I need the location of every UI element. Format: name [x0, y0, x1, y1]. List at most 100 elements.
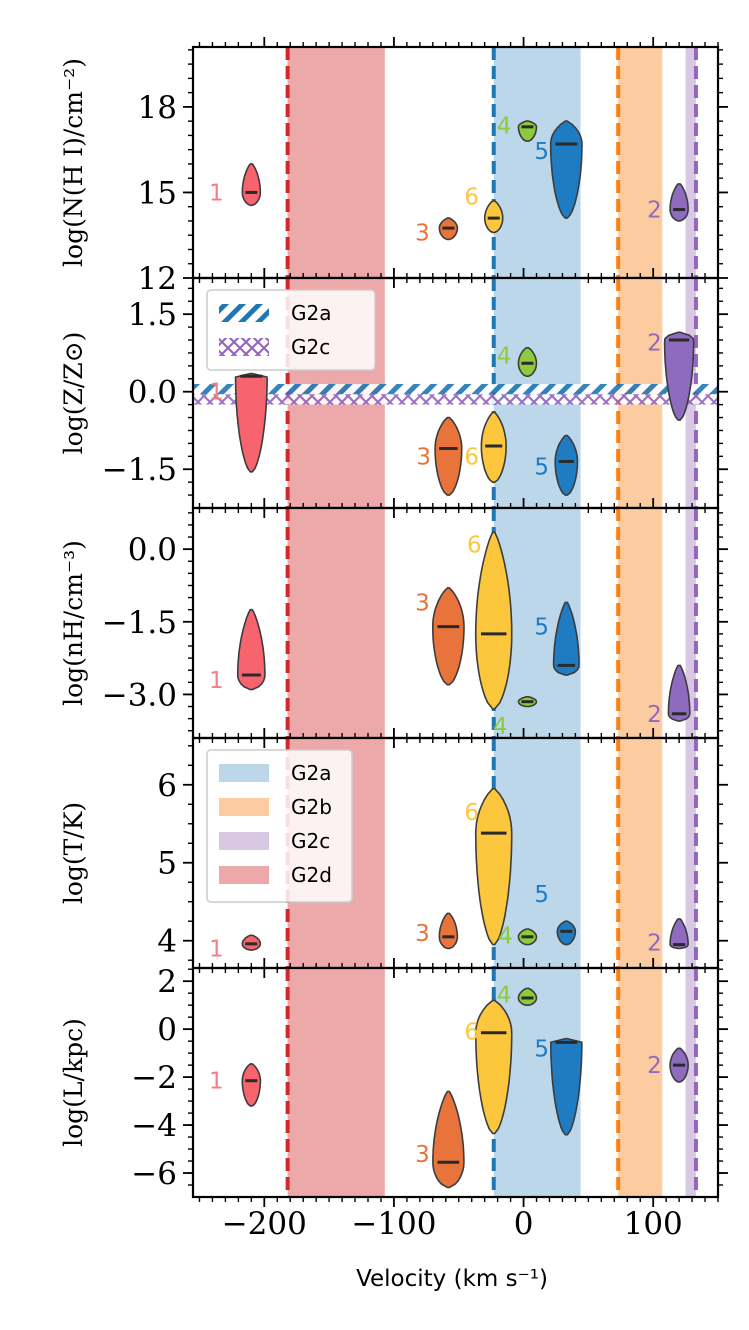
component-label-4: 4	[497, 113, 512, 139]
x-tick-label: 0	[514, 1206, 534, 1242]
y-tick-label: 0.0	[128, 375, 177, 411]
legend-swatch-g2a	[219, 304, 269, 322]
component-label-2: 2	[647, 331, 662, 357]
y-tick-label: −4	[131, 1108, 177, 1144]
legend-box	[206, 749, 353, 903]
y-tick-label: −1.5	[102, 605, 177, 641]
component-label-6: 6	[464, 1020, 479, 1046]
violin-1	[236, 608, 266, 691]
violin-5	[554, 434, 579, 496]
x-tick-label: 100	[624, 1206, 683, 1242]
component-label-2: 2	[647, 930, 662, 956]
panel-1: 1 3 6 45 2 12 15 18 log(N(H I)/cm⁻²)	[59, 37, 728, 297]
y-axis-label: log(N(H I)/cm⁻²)	[59, 58, 88, 267]
violin-2	[669, 183, 689, 222]
group-band-g2b	[618, 47, 663, 278]
component-label-5: 5	[534, 882, 549, 908]
violin-1	[241, 163, 262, 207]
y-tick-label: −2	[131, 1060, 177, 1096]
panel-frame	[191, 966, 720, 1199]
x-tick-label: −100	[351, 1206, 436, 1242]
panel-3: 1 3 6 4 5 2 −3.0 −1.5 0.0 log(nH/cm⁻³)	[59, 498, 728, 748]
legend-swatch-g2c	[219, 338, 269, 356]
violin-3	[432, 1090, 465, 1189]
band-g2c	[193, 394, 718, 405]
group-band-g2b	[618, 508, 663, 738]
violin-5	[549, 1037, 583, 1136]
violin-2	[667, 664, 691, 722]
violin-3	[438, 912, 459, 950]
violin-6	[474, 531, 513, 710]
group-band-g2d	[287, 508, 385, 738]
component-label-3: 3	[416, 444, 431, 470]
component-label-2: 2	[647, 702, 662, 728]
x-tick-label: −200	[222, 1206, 307, 1242]
y-tick-label: 4	[157, 924, 177, 960]
legend-swatch-g2a	[219, 764, 269, 782]
legend-label-g2a: G2a	[291, 761, 331, 785]
component-label-5: 5	[534, 139, 549, 165]
band-g2a	[193, 383, 718, 395]
legend-swatch-g2b	[219, 798, 269, 816]
component-label-1: 1	[209, 380, 224, 406]
y-tick-label: 0.0	[128, 532, 177, 568]
violin-2	[669, 918, 689, 950]
component-label-4: 4	[497, 344, 512, 370]
y-tick-label: 5	[157, 846, 177, 882]
component-label-1: 1	[209, 937, 224, 963]
violin-6	[474, 787, 513, 946]
component-label-5: 5	[534, 1036, 549, 1062]
group-band-g2b	[618, 738, 663, 968]
component-label-2: 2	[647, 198, 662, 224]
component-label-1: 1	[209, 180, 224, 206]
violin-2	[663, 331, 695, 421]
violin-3	[432, 587, 465, 686]
component-label-3: 3	[415, 921, 430, 947]
group-band-g2c	[685, 968, 696, 1197]
component-label-3: 3	[415, 1142, 430, 1168]
component-label-4: 4	[493, 714, 508, 740]
group-band-g2c	[685, 508, 696, 738]
component-label-6: 6	[464, 185, 479, 211]
violin-5	[556, 920, 577, 946]
legend-label-g2a: G2a	[291, 301, 331, 325]
y-tick-label: 1.5	[128, 297, 177, 333]
y-tick-label: 0	[157, 1012, 177, 1048]
y-tick-label: −6	[131, 1156, 177, 1192]
component-label-3: 3	[415, 590, 430, 616]
y-tick-label: 6	[157, 768, 177, 804]
group-band-g2b	[618, 968, 663, 1197]
component-label-5: 5	[534, 615, 549, 641]
component-label-2: 2	[647, 1053, 662, 1079]
component-label-4: 4	[498, 923, 513, 949]
legend: G2a G2b G2c G2d	[206, 749, 353, 903]
panel-5: 1 3 64 5 2 −6 −4 −2 0 2 log(L/kpc)	[59, 958, 728, 1207]
y-tick-label: −1.5	[102, 452, 177, 488]
x-axis-label: Velocity (km s⁻¹)	[356, 1266, 548, 1292]
legend-label-g2d: G2d	[291, 863, 332, 887]
legend-label-g2c: G2c	[291, 829, 330, 853]
component-label-6: 6	[464, 800, 479, 826]
legend-label-g2b: G2b	[291, 795, 332, 819]
y-tick-label: −3.0	[102, 677, 177, 713]
y-tick-label: 2	[157, 964, 177, 1000]
y-axis-label: log(T/K)	[59, 802, 88, 904]
group-band-g2d	[287, 47, 385, 278]
group-band-g2d	[287, 968, 385, 1197]
y-axis-label: log(L/kpc)	[59, 1018, 88, 1147]
violin-3	[434, 416, 463, 496]
component-label-1: 1	[209, 668, 224, 694]
violin-1	[241, 1063, 262, 1107]
y-axis-label: log(nH/cm⁻³)	[59, 540, 88, 706]
component-label-4: 4	[497, 982, 512, 1008]
legend-label-g2c: G2c	[291, 335, 330, 359]
violin-1	[234, 372, 268, 473]
component-label-6: 6	[467, 532, 482, 558]
group-band-g2c	[685, 47, 696, 278]
component-label-6: 6	[464, 444, 479, 470]
